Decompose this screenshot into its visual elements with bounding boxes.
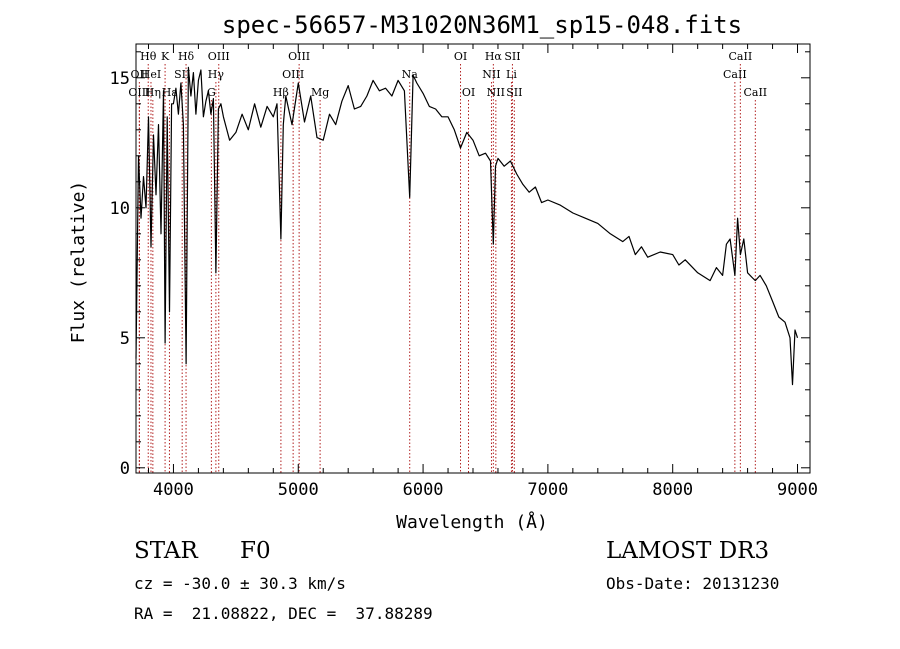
- line-label-5: K: [161, 50, 170, 63]
- redshift-cz: cz = -30.0 ± 30.3 km/s: [134, 574, 346, 593]
- chart-title: spec-56657-M31020N36M1_sp15-048.fits: [222, 11, 742, 39]
- line-label-16: Na: [402, 68, 419, 81]
- line-label-8: Hδ: [178, 50, 195, 63]
- line-label-19: Hα: [485, 50, 503, 63]
- line-label-22: Li: [506, 68, 517, 81]
- x-tick-label-4: 8000: [652, 480, 693, 500]
- line-label-4: Hη: [145, 86, 161, 99]
- line-label-20: SII: [504, 50, 520, 63]
- plot-frame: [135, 43, 811, 474]
- line-label-25: CaII: [729, 50, 753, 63]
- x-axis-label: Wavelength (Å): [396, 511, 548, 533]
- object-class: STAR: [134, 538, 198, 564]
- x-tick-label-1: 5000: [278, 480, 319, 500]
- line-label-11: G: [207, 86, 216, 99]
- line-label-12: OIII: [288, 50, 310, 63]
- axes-ticks: 4000 5000 6000 7000 8000 9000 0 5 10 15: [110, 44, 818, 500]
- line-label-24: SII: [506, 86, 522, 99]
- line-label-2: HeI: [141, 68, 161, 81]
- line-label-21: NII: [482, 68, 500, 81]
- line-label-17: OI: [454, 50, 467, 63]
- line-label-13: OIII: [282, 68, 304, 81]
- survey-name: LAMOST DR3: [606, 538, 770, 564]
- line-label-6: Hε: [162, 86, 178, 99]
- coordinates: RA = 21.08822, DEC = 37.88289: [134, 604, 433, 623]
- y-axis-label: Flux (relative): [68, 181, 89, 344]
- line-label-23: NII: [487, 86, 505, 99]
- subclass: F0: [240, 538, 271, 564]
- line-label-27: CaII: [743, 86, 767, 99]
- x-tick-label-5: 9000: [777, 480, 818, 500]
- y-tick-label-3: 15: [110, 69, 130, 89]
- y-tick-label-0: 0: [120, 459, 130, 479]
- spectrum-line: [135, 66, 799, 386]
- y-tick-label-2: 10: [110, 199, 130, 219]
- y-tick-label-1: 5: [120, 329, 130, 349]
- line-label-10: Hγ: [208, 68, 225, 81]
- x-tick-label-0: 4000: [153, 480, 194, 500]
- x-tick-label-2: 6000: [403, 480, 444, 500]
- line-label-3: OIII: [128, 86, 150, 99]
- x-tick-label-3: 7000: [527, 480, 568, 500]
- line-label-15: Mg: [311, 86, 329, 99]
- line-label-18: OI: [462, 86, 475, 99]
- line-label-26: CaII: [723, 68, 747, 81]
- line-label-14: Hβ: [273, 86, 289, 99]
- observation-date: Obs-Date: 20131230: [606, 574, 780, 593]
- line-label-0: Hθ: [140, 50, 157, 63]
- line-label-9: OIII: [208, 50, 230, 63]
